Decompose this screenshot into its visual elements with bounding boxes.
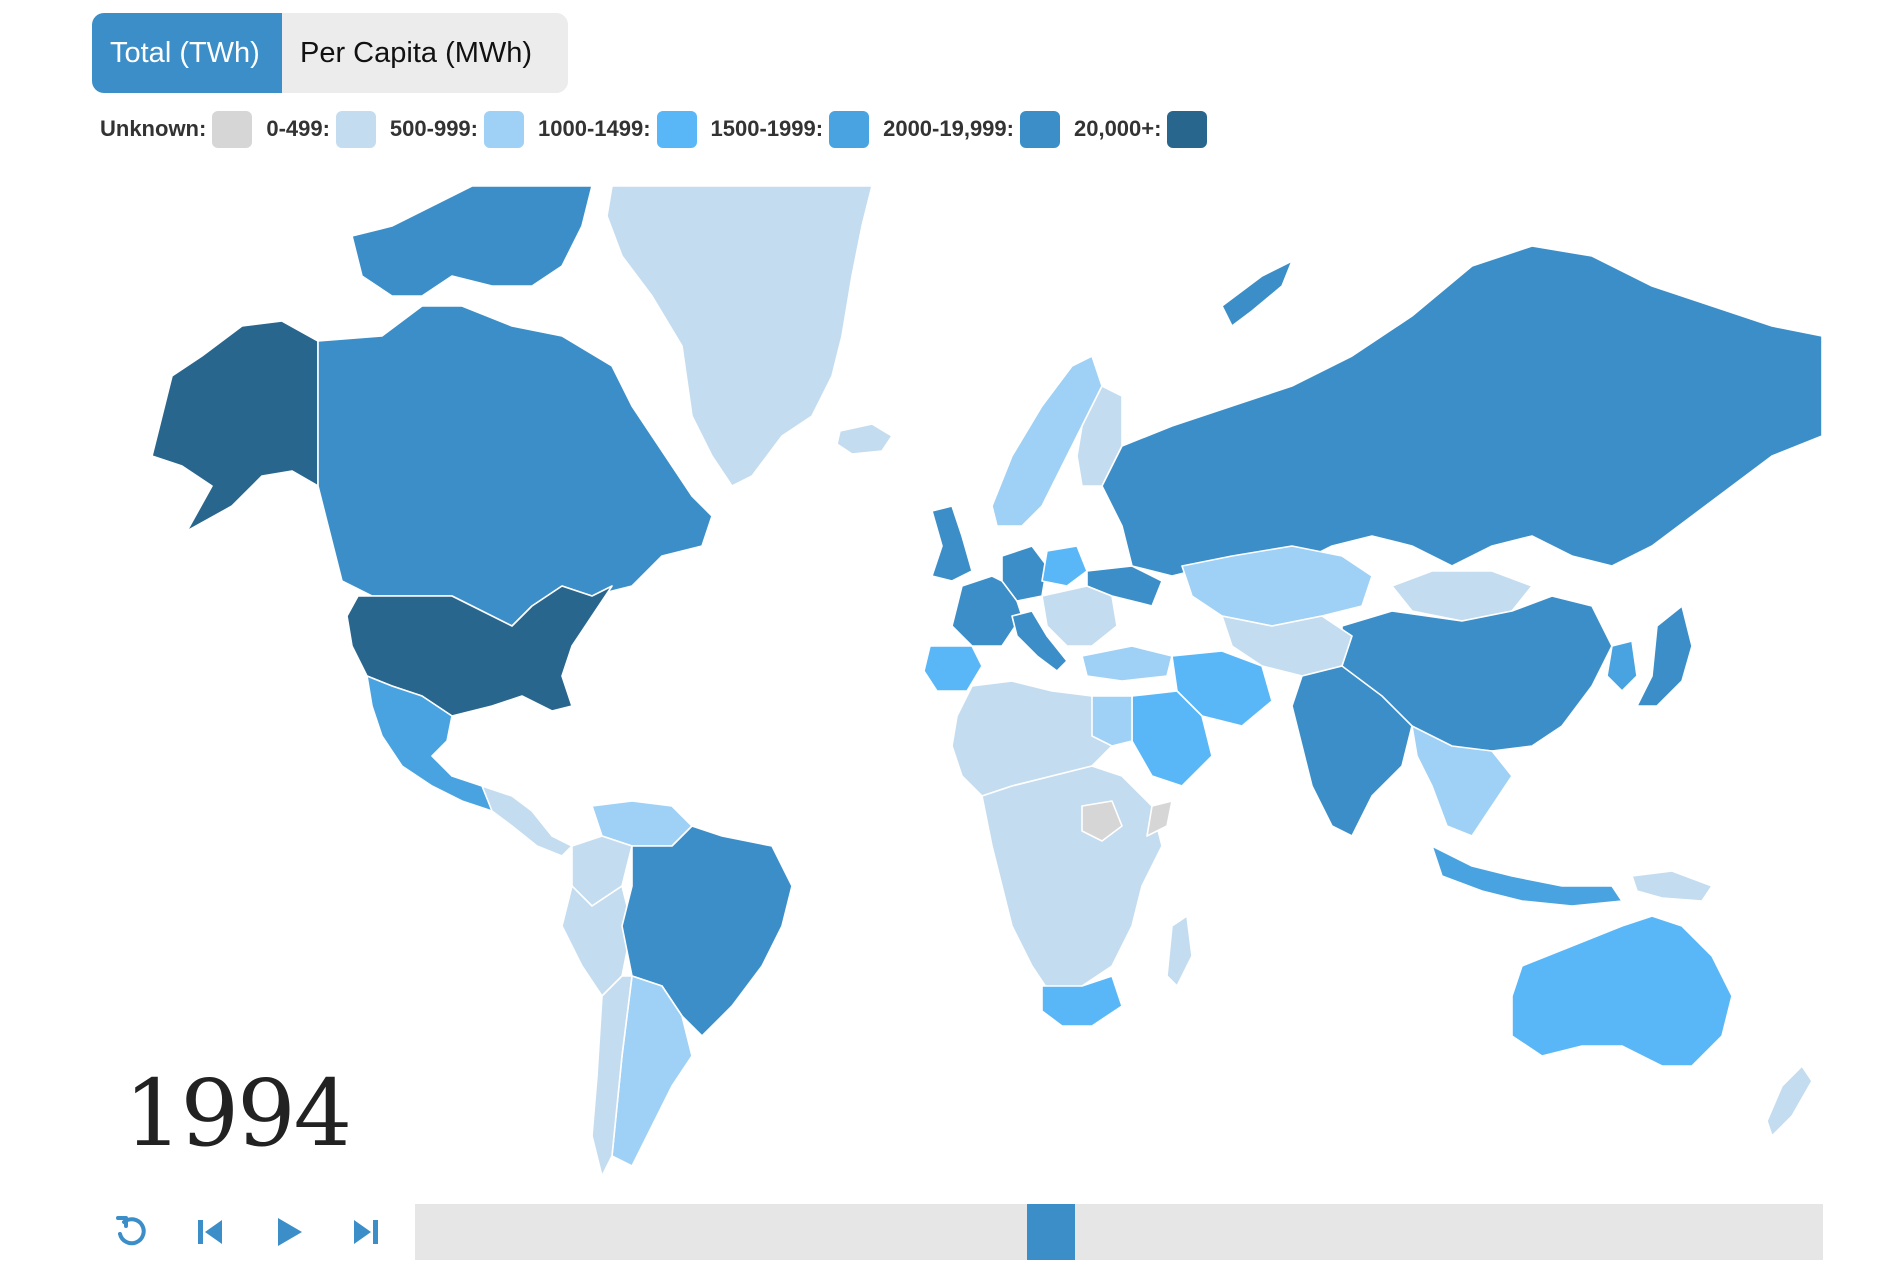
region-southeast-asia[interactable] [1411,725,1513,837]
tab-total-twh[interactable]: Total (TWh) [92,13,282,93]
legend-item-1500-1999: 1500-1999: [710,110,870,148]
region-madagascar[interactable] [1166,915,1193,987]
region-saudi-arabia[interactable] [1131,690,1213,787]
legend-swatch [829,110,870,148]
playback-controls [108,1202,420,1262]
legend-item-1000-1499: 1000-1499: [538,110,697,148]
legend-item-2000-19999: 2000-19,999: [883,110,1060,148]
region-russia-north-islands[interactable] [1221,260,1293,327]
legend-label: Unknown: [100,116,207,141]
timeline-slider[interactable] [415,1204,1823,1260]
region-brazil[interactable] [621,825,793,1037]
legend-item-unknown: Unknown: [100,110,253,148]
region-poland[interactable] [1041,545,1088,587]
legend-label: 20,000+: [1073,116,1162,141]
step-forward-button[interactable] [342,1208,390,1256]
region-turkey[interactable] [1081,645,1173,682]
legend-label: 1500-1999: [710,116,824,141]
region-chile[interactable] [591,975,633,1177]
region-kazakhstan[interactable] [1181,545,1373,627]
region-india[interactable] [1291,665,1413,837]
legend-item-0-499: 0-499: [266,110,376,148]
step-back-button[interactable] [186,1208,234,1256]
region-france[interactable] [951,575,1023,647]
legend-swatch [335,110,376,148]
legend-swatch [656,110,697,148]
legend-item-20000-plus: 20,000+: [1073,110,1208,148]
step-back-icon [198,1220,222,1244]
metric-tabs: Total (TWh) Per Capita (MWh) [92,13,568,93]
region-central-africa[interactable] [981,765,1163,997]
region-papua-new-guinea[interactable] [1631,870,1713,902]
legend-swatch [212,110,253,148]
region-canada[interactable] [317,305,713,627]
step-forward-icon [354,1220,378,1244]
region-japan[interactable] [1636,605,1693,707]
timeline-slider-handle[interactable] [1027,1204,1075,1260]
region-somalia[interactable] [1146,800,1173,837]
legend-swatch [1019,110,1060,148]
region-alaska[interactable] [151,320,319,532]
legend-label: 0-499: [266,116,330,141]
region-eastern-europe[interactable] [1041,585,1118,647]
legend-swatch [484,110,524,148]
region-central-america[interactable] [481,785,573,857]
map-legend: Unknown: 0-499: 500-999: 1000-1499: 1500… [100,110,1221,148]
legend-label: 500-999: [389,116,478,141]
region-south-sudan[interactable] [1081,800,1123,842]
play-icon [278,1218,302,1246]
tab-per-capita-mwh[interactable]: Per Capita (MWh) [282,13,568,93]
year-label: 1994 [124,1060,352,1167]
play-button[interactable] [264,1208,312,1256]
region-south-africa[interactable] [1041,975,1123,1027]
region-new-zealand[interactable] [1766,1065,1813,1137]
region-mongolia[interactable] [1391,570,1533,622]
world-map [151,186,1822,1177]
region-australia[interactable] [1511,915,1733,1067]
legend-swatch [1167,110,1208,148]
region-russia[interactable] [1101,245,1822,587]
region-italy[interactable] [1011,610,1068,672]
region-greenland[interactable] [606,186,873,487]
region-canada-islands[interactable] [351,186,593,297]
reset-button[interactable] [108,1208,156,1256]
reset-icon [116,1216,146,1246]
region-spain[interactable] [923,645,983,692]
region-korea[interactable] [1606,640,1638,692]
legend-label: 2000-19,999: [883,116,1014,141]
legend-item-500-999: 500-999: [389,110,524,148]
region-iceland[interactable] [836,423,893,455]
region-indonesia[interactable] [1431,845,1623,907]
region-uk[interactable] [931,505,973,582]
region-egypt[interactable] [1091,695,1133,747]
legend-label: 1000-1499: [538,116,651,141]
